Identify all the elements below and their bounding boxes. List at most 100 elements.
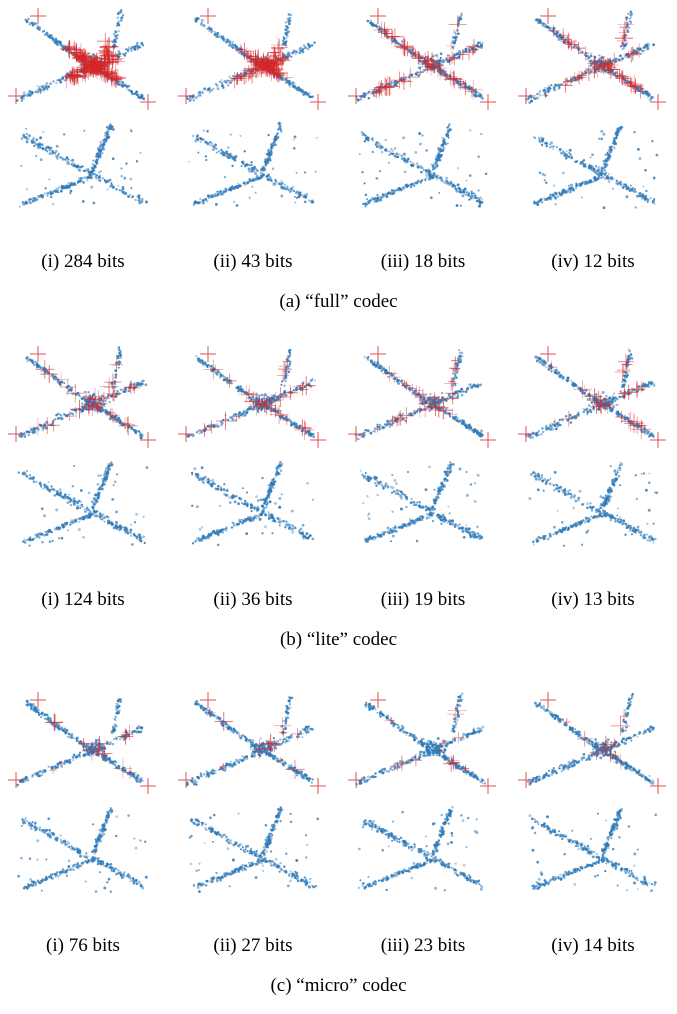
point xyxy=(270,149,272,152)
point xyxy=(200,23,203,26)
point xyxy=(107,522,110,525)
point xyxy=(302,44,306,47)
point xyxy=(135,536,139,540)
point xyxy=(106,516,110,519)
point xyxy=(407,158,410,161)
point xyxy=(100,514,103,518)
point xyxy=(589,70,593,73)
point xyxy=(85,507,89,510)
point xyxy=(542,89,545,92)
point xyxy=(375,141,379,144)
airplane-plot xyxy=(532,125,659,210)
point xyxy=(608,180,611,184)
point xyxy=(30,21,34,25)
point xyxy=(118,52,122,56)
error-marker xyxy=(96,64,115,84)
point xyxy=(100,170,102,173)
point xyxy=(88,173,92,177)
point xyxy=(452,41,455,44)
point xyxy=(268,155,271,158)
point xyxy=(23,433,27,437)
point xyxy=(271,167,275,171)
point xyxy=(611,187,614,190)
point xyxy=(421,66,424,69)
point xyxy=(284,21,288,24)
error-marker xyxy=(590,64,604,78)
point xyxy=(59,383,62,387)
point xyxy=(197,201,201,204)
error-marker xyxy=(97,66,108,77)
point xyxy=(139,433,143,437)
point xyxy=(229,133,233,136)
error-marker xyxy=(47,418,60,432)
point xyxy=(229,155,232,158)
point xyxy=(448,124,451,127)
point xyxy=(43,192,46,195)
point xyxy=(582,164,586,168)
point xyxy=(25,430,28,433)
point xyxy=(81,200,85,203)
point xyxy=(273,184,276,187)
subfigure-a: (i) 284 bits (ii) 43 bits (iii) 18 bits (iv… xyxy=(0,0,677,330)
point xyxy=(532,96,535,99)
point xyxy=(441,72,444,75)
point xyxy=(297,86,300,89)
bitrate-label: (iv) 12 bits xyxy=(551,251,635,272)
point xyxy=(436,164,439,167)
point xyxy=(535,18,539,22)
point xyxy=(79,506,82,509)
point xyxy=(590,69,594,72)
point xyxy=(373,94,376,98)
point xyxy=(63,133,66,136)
point xyxy=(653,198,656,201)
point xyxy=(389,83,392,86)
point xyxy=(615,132,619,136)
point xyxy=(278,182,281,185)
point xyxy=(138,93,141,96)
point xyxy=(20,99,24,102)
point xyxy=(129,128,132,131)
point xyxy=(472,93,475,96)
point xyxy=(219,193,222,196)
point xyxy=(91,167,95,170)
point xyxy=(308,45,311,48)
point xyxy=(213,32,217,36)
point xyxy=(120,175,123,178)
error-marker xyxy=(572,42,585,55)
point xyxy=(277,128,280,131)
point xyxy=(535,96,539,100)
point xyxy=(96,146,100,150)
point xyxy=(248,170,251,173)
point xyxy=(391,82,395,85)
point xyxy=(649,197,652,200)
point xyxy=(288,190,292,194)
point xyxy=(47,146,51,149)
point xyxy=(533,200,536,203)
point xyxy=(205,199,209,203)
point xyxy=(550,84,553,87)
point xyxy=(424,168,427,171)
point xyxy=(445,59,448,62)
point xyxy=(101,176,105,180)
point xyxy=(86,169,90,173)
error-marker xyxy=(106,68,126,88)
error-marker xyxy=(178,88,194,104)
point xyxy=(456,167,460,170)
point xyxy=(122,192,125,195)
point xyxy=(138,533,141,537)
point xyxy=(120,167,123,170)
point xyxy=(28,473,32,477)
point xyxy=(463,188,467,191)
error-marker xyxy=(269,56,284,72)
point xyxy=(618,182,621,185)
point xyxy=(129,528,133,532)
point xyxy=(290,83,293,85)
error-marker xyxy=(118,417,132,430)
point xyxy=(57,412,60,416)
point xyxy=(231,75,235,78)
point xyxy=(439,176,443,180)
point xyxy=(292,49,296,52)
point xyxy=(99,140,103,144)
point xyxy=(477,189,480,192)
point xyxy=(200,90,204,94)
